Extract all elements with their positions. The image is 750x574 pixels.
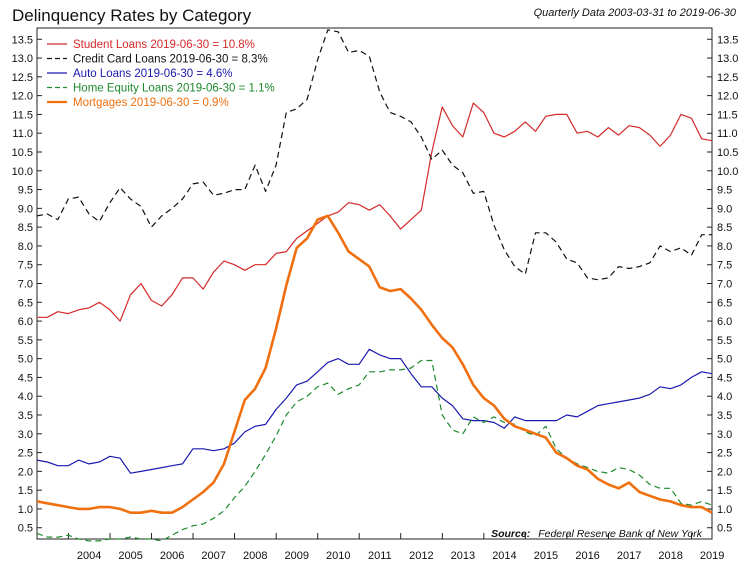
- y-tick-label-left: 4.5: [18, 372, 33, 384]
- y-tick-label-right: 0.5: [717, 523, 732, 535]
- source-text: Federal Reserve Bank of New York: [538, 528, 702, 540]
- series-line-mortgages: [36, 214, 713, 515]
- y-tick-label-left: 6.0: [18, 316, 33, 328]
- y-tick-label-right: 8.0: [717, 241, 732, 253]
- x-tick-label: 2009: [285, 550, 309, 562]
- series-line-home-equity-loans: [36, 359, 713, 542]
- y-tick-label-right: 7.0: [717, 279, 732, 291]
- chart-title: Delinquency Rates by Category: [12, 6, 252, 25]
- y-tick-label-left: 4.0: [18, 391, 33, 403]
- x-tick-label: 2019: [700, 550, 724, 562]
- y-tick-label-left: 11.0: [12, 128, 33, 140]
- y-tick-label-left: 12.0: [12, 91, 33, 103]
- x-tick-label: 2008: [243, 550, 267, 562]
- y-tick-label-left: 3.0: [18, 429, 33, 441]
- y-tick-label-right: 13.5: [717, 34, 738, 46]
- legend-entry: Credit Card Loans 2019-06-30 = 8.3%: [73, 54, 268, 66]
- x-tick-label: 2004: [77, 550, 101, 562]
- y-tick-label-left: 12.5: [12, 72, 33, 84]
- legend-entry: Auto Loans 2019-06-30 = 4.6%: [73, 68, 233, 80]
- x-tick-label: 2011: [368, 550, 392, 562]
- y-tick-label-left: 11.5: [12, 109, 33, 121]
- y-tick-label-right: 9.5: [717, 185, 732, 197]
- y-tick-label-right: 4.5: [717, 372, 732, 384]
- x-tick-label: 2006: [160, 550, 184, 562]
- y-tick-label-left: 2.5: [18, 448, 33, 460]
- y-tick-label-right: 7.5: [717, 260, 732, 272]
- legend-entry: Home Equity Loans 2019-06-30 = 1.1%: [73, 83, 275, 95]
- y-tick-label-right: 9.0: [717, 203, 732, 215]
- chart-source: Source: Federal Reserve Bank of New York: [491, 528, 702, 540]
- y-tick-label-left: 10.0: [12, 166, 33, 178]
- x-tick-label: 2005: [118, 550, 142, 562]
- y-tick-label-left: 8.0: [18, 241, 33, 253]
- series-line-auto-loans: [36, 348, 713, 474]
- legend-entry: Mortgages 2019-06-30 = 0.9%: [73, 97, 229, 109]
- y-tick-label-left: 1.0: [18, 504, 33, 516]
- y-tick-label-right: 4.0: [717, 391, 732, 403]
- y-tick-label-right: 11.5: [717, 109, 738, 121]
- x-tick-label: 2012: [409, 550, 433, 562]
- y-tick-label-right: 5.5: [717, 335, 732, 347]
- y-tick-label-right: 6.0: [717, 316, 732, 328]
- x-tick-label: 2014: [492, 550, 516, 562]
- y-tick-label-left: 8.5: [18, 222, 33, 234]
- y-tick-label-right: 12.5: [717, 72, 738, 84]
- chart-subtitle: Quarterly Data 2003-03-31 to 2019-06-30: [533, 7, 736, 19]
- x-tick-label: 2018: [658, 550, 682, 562]
- y-tick-label-left: 5.5: [18, 335, 33, 347]
- y-tick-label-left: 13.5: [12, 34, 33, 46]
- y-tick-label-right: 13.0: [717, 53, 738, 65]
- x-tick-label: 2010: [326, 550, 350, 562]
- y-tick-label-left: 9.0: [18, 203, 33, 215]
- y-tick-label-left: 13.0: [12, 53, 33, 65]
- y-tick-label-left: 9.5: [18, 185, 33, 197]
- y-tick-label-left: 2.0: [18, 466, 33, 478]
- y-tick-label-left: 10.5: [12, 147, 33, 159]
- y-tick-label-right: 8.5: [717, 222, 732, 234]
- y-tick-label-left: 7.0: [18, 279, 33, 291]
- x-tick-label: 2016: [575, 550, 599, 562]
- y-tick-label-right: 10.5: [717, 147, 738, 159]
- y-tick-label-left: 5.0: [18, 354, 33, 366]
- y-tick-label-right: 10.0: [717, 166, 738, 178]
- x-tick-label: 2017: [617, 550, 641, 562]
- y-tick-label-right: 2.5: [717, 448, 732, 460]
- y-tick-label-left: 0.5: [18, 523, 33, 535]
- y-tick-label-right: 3.0: [717, 429, 732, 441]
- y-tick-label-right: 3.5: [717, 410, 732, 422]
- x-tick-label: 2015: [534, 550, 558, 562]
- y-tick-label-right: 6.5: [717, 297, 732, 309]
- y-tick-label-left: 1.5: [18, 485, 33, 497]
- y-tick-label-right: 2.0: [717, 466, 732, 478]
- y-tick-label-left: 7.5: [18, 260, 33, 272]
- x-tick-label: 2007: [201, 550, 225, 562]
- series-line-student-loans: [37, 102, 713, 322]
- legend-entry: Student Loans 2019-06-30 = 10.8%: [73, 39, 255, 51]
- y-tick-label-left: 6.5: [18, 297, 33, 309]
- y-tick-label-right: 1.5: [717, 485, 732, 497]
- y-tick-label-right: 1.0: [717, 504, 732, 516]
- y-tick-label-left: 3.5: [18, 410, 33, 422]
- y-tick-label-right: 12.0: [717, 91, 738, 103]
- y-tick-label-right: 5.0: [717, 354, 732, 366]
- y-tick-label-right: 11.0: [717, 128, 738, 140]
- source-label: Source:: [491, 528, 531, 540]
- series-line-credit-card-loans: [36, 29, 712, 281]
- x-tick-label: 2013: [451, 550, 475, 562]
